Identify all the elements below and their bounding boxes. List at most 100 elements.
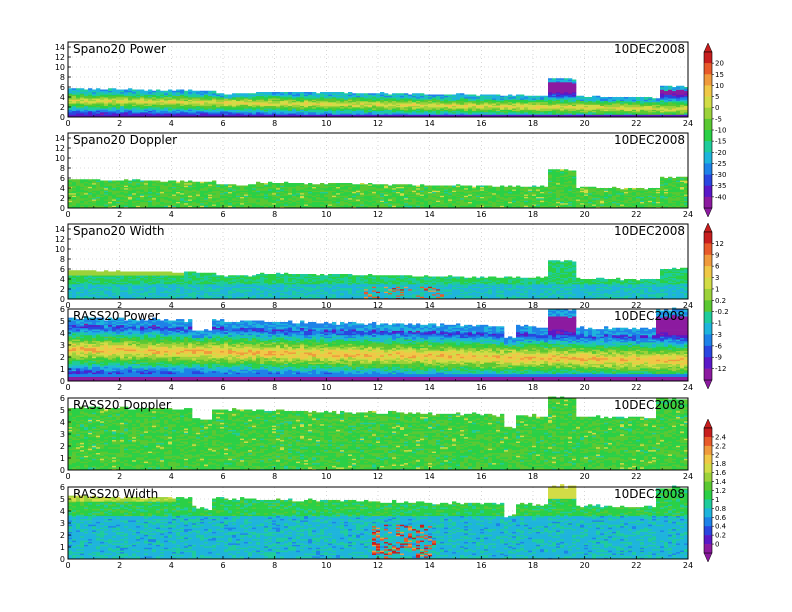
heatmap-cell <box>72 102 77 104</box>
heatmap-cell <box>224 114 229 117</box>
heatmap-cell <box>244 113 249 115</box>
heatmap-cell <box>184 112 189 114</box>
heatmap-cell <box>448 102 453 104</box>
heatmap-cell <box>100 108 105 110</box>
heatmap-cell <box>196 94 201 97</box>
heatmap-cell <box>96 107 101 109</box>
heatmap-cell <box>96 102 101 104</box>
heatmap-cell <box>336 113 341 115</box>
heatmap-cell <box>252 102 257 104</box>
heatmap-cell <box>260 94 265 97</box>
heatmap-cell <box>228 97 233 99</box>
heatmap-cell <box>180 99 185 102</box>
heatmap-cell <box>328 100 333 103</box>
heatmap-cell <box>284 112 289 114</box>
heatmap-cell <box>224 108 229 110</box>
heatmap-cell <box>244 185 249 188</box>
heatmap-cell <box>408 107 413 109</box>
heatmap-cell <box>404 102 409 104</box>
heatmap-cell <box>300 93 305 95</box>
heatmap-cell <box>348 104 353 107</box>
heatmap-cell <box>160 98 165 100</box>
heatmap-cell <box>260 112 265 114</box>
heatmap-cell <box>328 112 333 114</box>
heatmap-cell <box>140 98 145 100</box>
heatmap-cell <box>212 100 217 103</box>
heatmap-cell <box>336 107 341 109</box>
heatmap-cell <box>464 94 469 97</box>
heatmap-cell <box>152 107 157 109</box>
heatmap-cell <box>156 102 161 104</box>
heatmap-cell <box>68 108 73 110</box>
heatmap-cell <box>140 94 145 97</box>
heatmap-cell <box>252 103 257 105</box>
heatmap-cell <box>288 113 293 115</box>
heatmap-cell <box>144 94 149 97</box>
heatmap-cell <box>92 108 97 110</box>
heatmap-cell <box>392 99 397 102</box>
heatmap-cell <box>608 97 613 99</box>
heatmap-cell <box>252 112 257 114</box>
heatmap-cell <box>120 112 125 114</box>
heatmap-cell <box>380 100 385 103</box>
heatmap-cell <box>196 107 201 109</box>
heatmap-cell <box>236 112 241 114</box>
heatmap-cell <box>172 112 177 114</box>
heatmap-cell <box>232 105 237 108</box>
heatmap-cell <box>384 103 389 105</box>
heatmap-cell <box>120 97 125 99</box>
heatmap-cell <box>176 92 181 94</box>
heatmap-cell <box>328 104 333 107</box>
heatmap-cell <box>160 109 165 112</box>
heatmap-cell <box>360 110 365 113</box>
heatmap-cell <box>372 103 377 105</box>
heatmap-cell <box>164 102 169 104</box>
heatmap-cell <box>268 92 273 94</box>
heatmap-cell <box>388 99 393 102</box>
heatmap-cell <box>388 95 393 98</box>
heatmap-cell <box>92 100 97 103</box>
heatmap-cell <box>216 93 221 95</box>
heatmap-cell <box>316 99 321 102</box>
heatmap-cell <box>196 114 201 117</box>
heatmap-cell <box>184 90 189 93</box>
heatmap-cell <box>284 99 289 102</box>
heatmap-cell <box>192 113 197 115</box>
heatmap-cell <box>444 105 449 108</box>
heatmap-cell <box>244 107 249 109</box>
heatmap-cell <box>216 105 221 108</box>
heatmap-cell <box>476 113 481 115</box>
heatmap-cell <box>348 110 353 113</box>
heatmap-cell <box>200 97 205 99</box>
heatmap-cell <box>408 100 413 103</box>
heatmap-cell <box>84 107 89 109</box>
heatmap-cell <box>268 114 273 117</box>
heatmap-cell <box>108 105 113 108</box>
heatmap-cell <box>92 89 97 92</box>
heatmap-cell <box>68 93 73 95</box>
heatmap-cell <box>444 100 449 103</box>
heatmap-cell <box>260 107 265 109</box>
heatmap-cell <box>392 105 397 108</box>
heatmap-cell <box>240 114 245 117</box>
heatmap-cell <box>264 107 269 109</box>
heatmap-cell <box>268 113 273 115</box>
heatmap-cell <box>372 94 377 97</box>
heatmap-cell <box>264 183 269 185</box>
heatmap-cell <box>84 108 89 110</box>
heatmap-cell <box>208 92 213 94</box>
heatmap-cell <box>252 108 257 110</box>
heatmap-cell <box>392 98 397 100</box>
heatmap-cell <box>396 97 401 99</box>
heatmap-cell <box>296 94 301 97</box>
heatmap-cell <box>376 94 381 97</box>
heatmap-cell <box>400 105 405 108</box>
heatmap-cell <box>380 114 385 117</box>
heatmap-cell <box>448 110 453 113</box>
heatmap-cell <box>316 107 321 109</box>
heatmap-cell <box>144 104 149 107</box>
heatmap-cell <box>468 99 473 102</box>
heatmap-cell <box>344 183 349 185</box>
heatmap-cell <box>108 112 113 114</box>
heatmap-cell <box>160 103 165 105</box>
